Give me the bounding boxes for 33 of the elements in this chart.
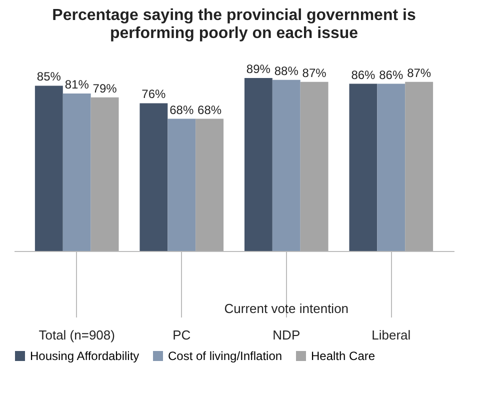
bar — [140, 103, 168, 251]
bar — [90, 97, 119, 251]
x-tick-label: NDP — [272, 328, 300, 342]
data-label: 76% — [142, 87, 166, 102]
data-label: 87% — [407, 66, 432, 80]
bar — [300, 82, 328, 251]
bar — [62, 94, 91, 251]
x-tick-label: PC — [172, 328, 191, 342]
data-label: 85% — [36, 70, 62, 84]
bar — [196, 118, 224, 251]
legend-label: Health Care — [311, 349, 376, 363]
x-tick-label: Total (n=908) — [38, 328, 115, 342]
bar — [168, 118, 196, 251]
legend-label: Housing Affordability — [30, 349, 140, 363]
data-label: 88% — [274, 64, 299, 78]
data-label: 87% — [302, 66, 327, 80]
data-label: 68% — [198, 102, 222, 117]
data-label: 79% — [92, 81, 118, 96]
bar — [272, 80, 300, 251]
bar — [349, 84, 378, 251]
x-tick-label: Liberal — [372, 328, 411, 342]
bar — [377, 84, 406, 251]
data-label: 86% — [351, 68, 376, 82]
data-label: 81% — [64, 78, 90, 92]
legend-label: Cost of living/Inflation — [168, 349, 282, 363]
bar — [34, 86, 63, 251]
text: Current vote intention — [224, 301, 349, 316]
chart-title: Percentage saying the provincial government is performing poorly on each issue — [52, 6, 416, 42]
bar — [244, 78, 272, 251]
data-label: 68% — [170, 102, 194, 117]
bar — [405, 82, 434, 251]
data-label: 89% — [246, 62, 271, 76]
data-label: 86% — [379, 68, 404, 82]
